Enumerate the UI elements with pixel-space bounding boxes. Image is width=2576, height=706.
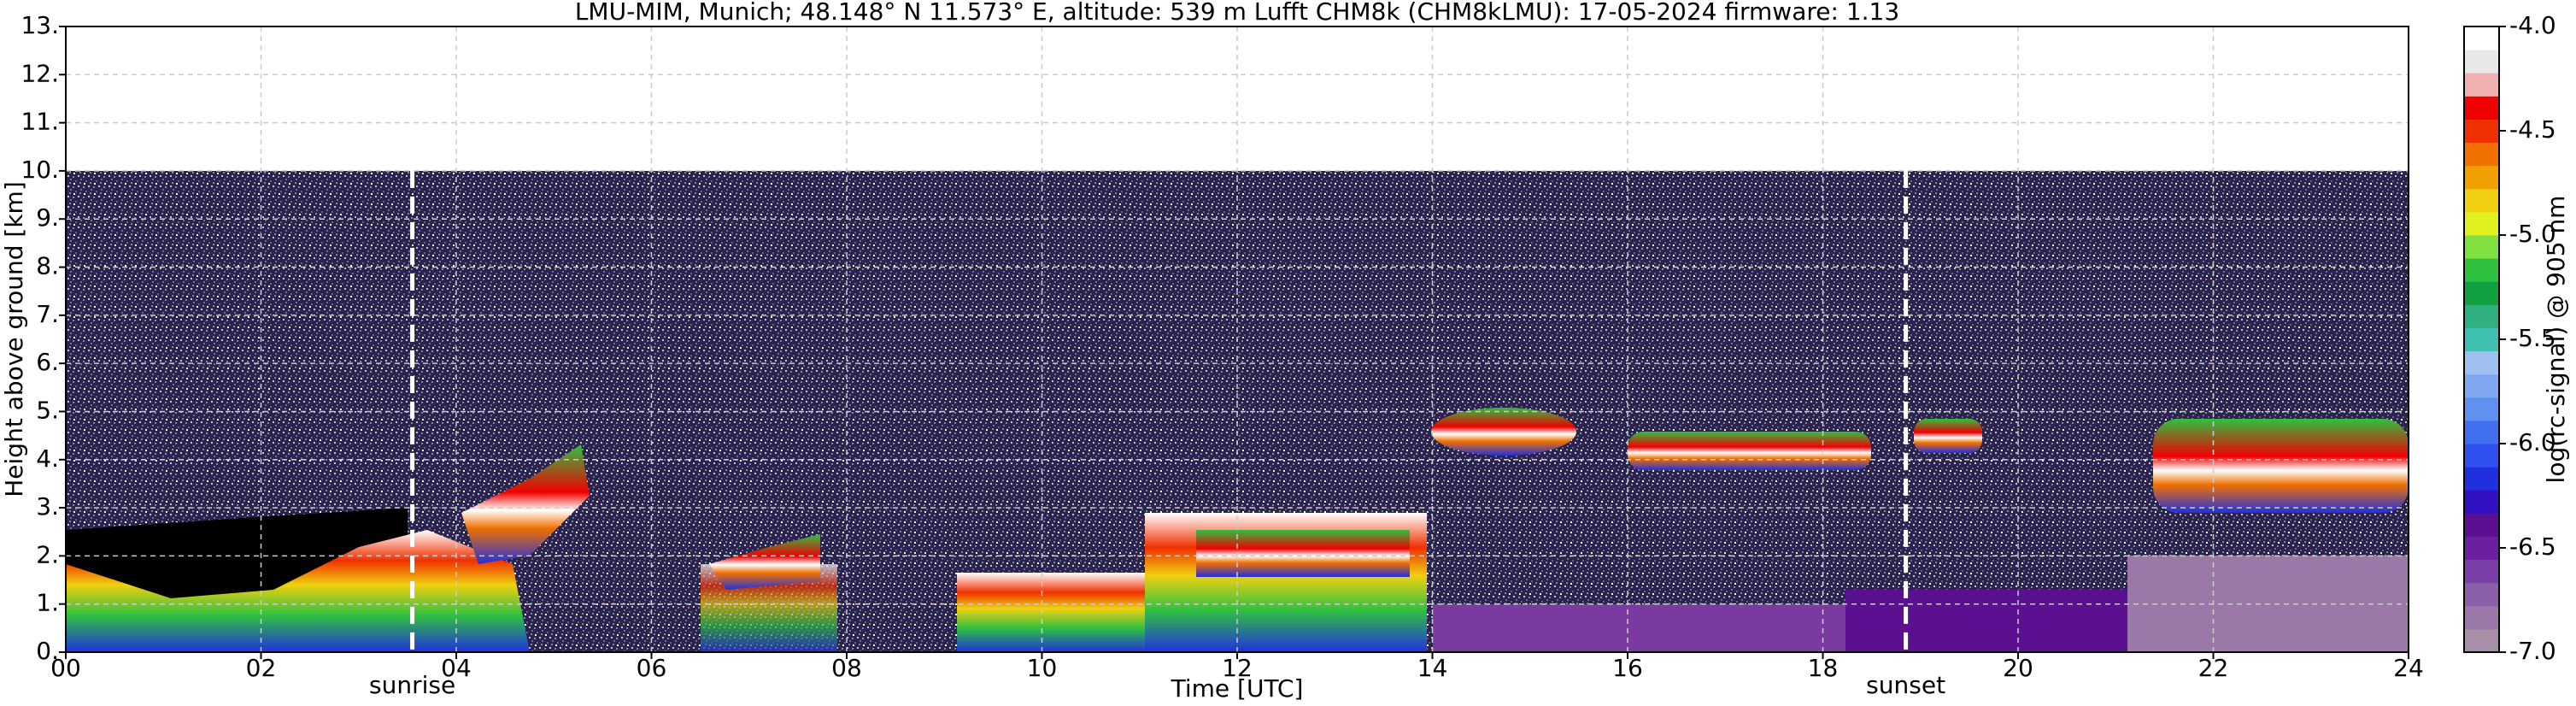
- y-tick-label: 13.: [21, 11, 59, 39]
- colorbar-band: [2464, 490, 2499, 514]
- y-tick-label: 1.: [36, 589, 59, 617]
- colorbar-band: [2464, 350, 2499, 375]
- colorbar-band: [2464, 26, 2499, 50]
- y-tick-label: 5.: [36, 396, 59, 424]
- cloud: [461, 444, 590, 564]
- cloud: [1628, 432, 1871, 470]
- colorbar-band: [2464, 258, 2499, 282]
- x-tick-label: 04: [441, 654, 472, 682]
- colorbar-band: [2464, 397, 2499, 421]
- colorbar-band: [2464, 605, 2499, 630]
- colorbar-band: [2464, 235, 2499, 259]
- colorbar-band: [2464, 559, 2499, 584]
- colorbar-band: [2464, 374, 2499, 398]
- colorbar-tick-label: -4.5: [2509, 115, 2556, 144]
- y-tick-label: 6.: [36, 348, 59, 376]
- colorbar-tick-label: -6.0: [2509, 428, 2556, 456]
- x-tick-label: 00: [50, 654, 81, 682]
- x-tick-label: 14: [1417, 654, 1448, 682]
- colorbar-band: [2464, 582, 2499, 607]
- x-tick-label: 08: [831, 654, 862, 682]
- colorbar-tick-label: -5.5: [2509, 324, 2556, 352]
- x-tick-label: 20: [2003, 654, 2033, 682]
- colorbar-band: [2464, 327, 2499, 352]
- cloud: [1914, 419, 1982, 453]
- y-tick-label: 2.: [36, 540, 59, 568]
- colorbar-band: [2464, 513, 2499, 537]
- annotation-label: sunrise: [369, 671, 455, 699]
- y-tick-label: 8.: [36, 252, 59, 280]
- y-axis-label: Height above ground [km]: [0, 181, 28, 497]
- colorbar-band: [2464, 420, 2499, 444]
- colorbar-band: [2464, 444, 2499, 468]
- x-tick-label: 06: [637, 654, 667, 682]
- x-tick-label: 22: [2198, 654, 2229, 682]
- colorbar-band: [2464, 536, 2499, 561]
- surface-layer: [1845, 590, 2127, 652]
- colorbar-band: [2464, 188, 2499, 213]
- colorbar-band: [2464, 628, 2499, 653]
- colorbar-band: [2464, 211, 2499, 236]
- colorbar-tick-label: -7.0: [2509, 637, 2556, 665]
- cloud: [709, 534, 820, 590]
- colorbar-band: [2464, 73, 2499, 97]
- colorbar: -4.0 -4.5 -5.0 -5.5 -6.0 -6.5 -7.0: [2463, 11, 2556, 665]
- chart-title: LMU-MIM, Munich; 48.148° N 11.573° E, al…: [575, 0, 1899, 26]
- x-tick-label: 12: [1222, 654, 1253, 682]
- colorbar-band: [2464, 165, 2499, 190]
- colorbar-tick-label: -6.5: [2509, 532, 2556, 561]
- x-tick-label: 16: [1612, 654, 1643, 682]
- cloud: [1431, 408, 1576, 456]
- colorbar-band: [2464, 119, 2499, 144]
- y-tick-label: 3.: [36, 492, 59, 521]
- boundary-layer: [957, 573, 1145, 652]
- colorbar-band: [2464, 96, 2499, 120]
- y-tick-label: 9.: [36, 203, 59, 232]
- colorbar-label: log(rc-signal) @ 905 nm: [2542, 196, 2570, 484]
- colorbar-band: [2464, 281, 2499, 305]
- y-tick-label: 0.: [36, 637, 59, 665]
- cloud: [2153, 419, 2409, 513]
- y-tick-label: 7.: [36, 300, 59, 328]
- cloud: [1196, 530, 1410, 577]
- x-axis-label: Time [UTC]: [1171, 674, 1304, 703]
- x-tick-label: 10: [1027, 654, 1058, 682]
- y-tick-label: 11.: [21, 108, 59, 136]
- colorbar-band: [2464, 50, 2499, 74]
- annotation-label: sunset: [1866, 671, 1945, 699]
- x-tick-label: 18: [1808, 654, 1839, 682]
- colorbar-band: [2464, 142, 2499, 167]
- x-tick-label: 02: [246, 654, 277, 682]
- y-tick-label: 12.: [21, 59, 59, 87]
- colorbar-tick-label: -4.0: [2509, 11, 2556, 39]
- colorbar-band: [2464, 467, 2499, 491]
- colorbar-band: [2464, 304, 2499, 328]
- marks: [410, 170, 1909, 652]
- colorbar-tick-label: -5.0: [2509, 220, 2556, 248]
- x-tick-label: 24: [2393, 654, 2424, 682]
- y-tick-label: 10.: [21, 156, 59, 184]
- y-tick-label: 4.: [36, 444, 59, 473]
